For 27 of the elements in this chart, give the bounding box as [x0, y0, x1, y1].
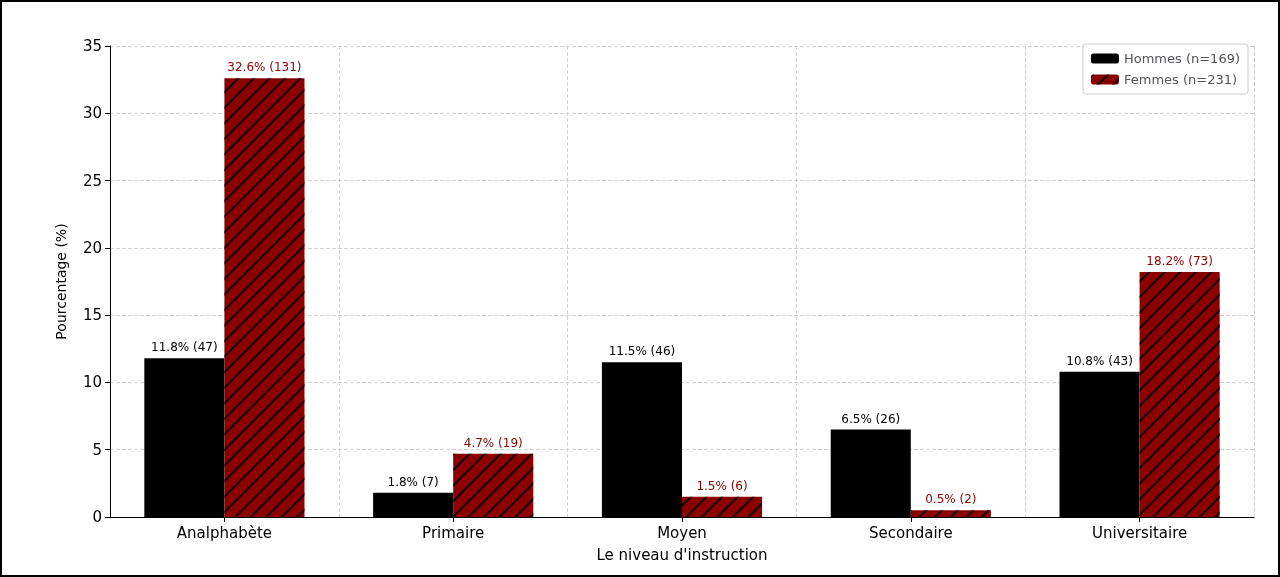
y-tick-label: 30 — [82, 104, 102, 123]
y-tick-label: 35 — [82, 37, 102, 55]
x-tick-label: Moyen — [657, 523, 707, 542]
y-tick-label: 5 — [92, 440, 102, 459]
data-label: 0.5% (2) — [925, 492, 977, 507]
data-label: 11.5% (46) — [608, 344, 676, 359]
data-label: 6.5% (26) — [841, 411, 901, 426]
x-tick-label: Analphabète — [176, 523, 273, 542]
data-label: 4.7% (19) — [463, 435, 523, 450]
data-label: 32.6% (131) — [227, 60, 302, 75]
x-tick-label: Universitaire — [1091, 523, 1188, 542]
data-label: 10.8% (43) — [1066, 353, 1133, 368]
x-tick-label: Primaire — [422, 523, 485, 542]
data-label: 11.8% (47) — [151, 340, 218, 355]
x-axis-title: Le niveau d'instruction — [596, 545, 768, 564]
legend-label: Hommes (n=169) — [1123, 51, 1241, 66]
y-tick-label: 0 — [92, 508, 102, 526]
y-tick-label: 25 — [82, 171, 102, 190]
data-label: 1.8% (7) — [387, 474, 439, 489]
y-tick-label: 20 — [82, 238, 102, 257]
y-tick-label: 15 — [82, 306, 102, 325]
x-tick-label: Secondaire — [868, 523, 953, 542]
data-label: 18.2% (73) — [1146, 254, 1213, 269]
legend-label: Femmes (n=231) — [1123, 72, 1238, 87]
y-tick-label: 10 — [82, 373, 102, 392]
y-axis-title: Pourcentage (%) — [53, 223, 69, 340]
data-label: 1.5% (6) — [696, 478, 748, 493]
